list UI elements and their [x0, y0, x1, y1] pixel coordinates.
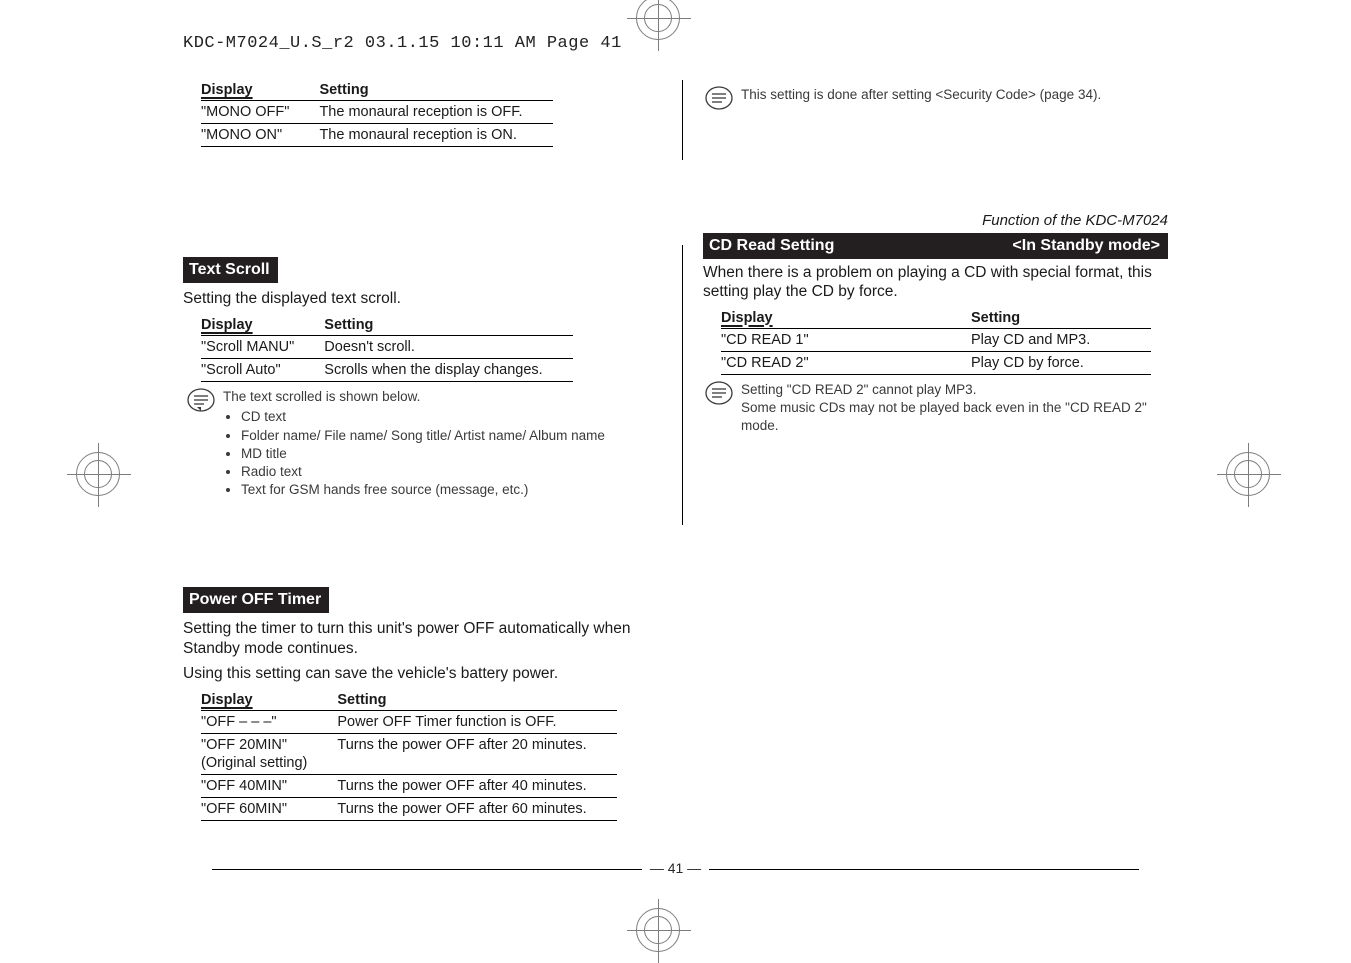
note-item: MD title: [241, 445, 605, 463]
table-header: Display: [721, 308, 971, 329]
note-item: Radio text: [241, 463, 605, 481]
crop-mark-left: [76, 452, 120, 496]
crop-mark-top: [636, 0, 680, 40]
cd-read-intro: When there is a problem on playing a CD …: [703, 263, 1168, 302]
table-header: Setting: [337, 690, 616, 711]
section-title-left: CD Read Setting: [709, 236, 834, 256]
column-divider-top: [682, 80, 683, 160]
table-cell: Power OFF Timer function is OFF.: [337, 710, 616, 733]
note-item: Folder name/ File name/ Song title/ Arti…: [241, 427, 605, 445]
section-title-text-scroll: Text Scroll: [183, 257, 278, 283]
table-cell: "OFF 60MIN": [201, 798, 337, 821]
mono-block: Display Setting "MONO OFF"The monaural r…: [183, 80, 648, 147]
crop-mark-right: [1226, 452, 1270, 496]
table-cell: "Scroll Auto": [201, 359, 324, 382]
text-scroll-intro: Setting the displayed text scroll.: [183, 289, 648, 308]
text-scroll-table: Display Setting "Scroll MANU"Doesn't scr…: [201, 315, 573, 382]
left-column: Display Setting "MONO OFF"The monaural r…: [183, 80, 648, 849]
security-note: This setting is done after setting <Secu…: [705, 86, 1168, 110]
note-item: CD text: [241, 408, 605, 426]
text-scroll-block: Text Scroll Setting the displayed text s…: [183, 257, 648, 499]
note-lead: The text scrolled is shown below.: [223, 389, 420, 404]
section-title-cd-read: CD Read Setting <In Standby mode>: [703, 233, 1168, 259]
table-cell: "Scroll MANU": [201, 335, 324, 358]
table-header: Display: [201, 690, 337, 711]
table-header: Display: [201, 315, 324, 336]
table-header: Display: [201, 80, 319, 101]
table-cell: The monaural reception is OFF.: [319, 101, 552, 124]
note-line: Setting "CD READ 2" cannot play MP3.: [741, 381, 1168, 399]
table-cell: Scrolls when the display changes.: [324, 359, 572, 382]
table-header: Setting: [319, 80, 552, 101]
cd-read-block: Function of the KDC-M7024 CD Read Settin…: [703, 212, 1168, 436]
note-item: Text for GSM hands free source (message,…: [241, 481, 605, 499]
note-body: Setting "CD READ 2" cannot play MP3. Som…: [741, 381, 1168, 436]
cd-read-note: Setting "CD READ 2" cannot play MP3. Som…: [705, 381, 1168, 436]
table-cell: "CD READ 2": [721, 351, 971, 374]
text-scroll-note: The text scrolled is shown below. CD tex…: [187, 388, 648, 499]
table-cell: "MONO ON": [201, 124, 319, 147]
power-off-table: Display Setting "OFF – – –"Power OFF Tim…: [201, 690, 617, 822]
table-cell: Turns the power OFF after 60 minutes.: [337, 798, 616, 821]
power-off-intro2: Using this setting can save the vehicle'…: [183, 664, 648, 683]
table-cell: Turns the power OFF after 40 minutes.: [337, 775, 616, 798]
note-icon: [705, 381, 733, 436]
table-cell: "OFF 40MIN": [201, 775, 337, 798]
table-cell: Doesn't scroll.: [324, 335, 572, 358]
page-content: Display Setting "MONO OFF"The monaural r…: [183, 80, 1168, 840]
function-of-label: Function of the KDC-M7024: [703, 212, 1168, 231]
power-off-intro1: Setting the timer to turn this unit's po…: [183, 619, 648, 658]
page-number-bar: — 41 —: [183, 860, 1168, 876]
table-cell: Play CD by force.: [971, 351, 1151, 374]
crop-mark-bottom: [636, 908, 680, 952]
right-column: This setting is done after setting <Secu…: [703, 80, 1168, 464]
power-off-block: Power OFF Timer Setting the timer to tur…: [183, 587, 648, 821]
table-cell: The monaural reception is ON.: [319, 124, 552, 147]
note-icon: [705, 86, 733, 110]
note-line: Some music CDs may not be played back ev…: [741, 399, 1168, 435]
table-cell: "MONO OFF": [201, 101, 319, 124]
table-cell: "CD READ 1": [721, 328, 971, 351]
table-cell: Play CD and MP3.: [971, 328, 1151, 351]
note-text: This setting is done after setting <Secu…: [741, 86, 1101, 110]
table-cell: Turns the power OFF after 20 minutes.: [337, 733, 616, 774]
note-icon: [187, 388, 215, 499]
note-body: The text scrolled is shown below. CD tex…: [223, 388, 605, 499]
column-divider-mid: [682, 245, 683, 525]
section-title-right: <In Standby mode>: [1012, 236, 1160, 256]
mono-table: Display Setting "MONO OFF"The monaural r…: [201, 80, 553, 147]
table-header: Setting: [324, 315, 572, 336]
table-header: Setting: [971, 308, 1151, 329]
section-title-power-off: Power OFF Timer: [183, 587, 329, 613]
table-cell: "OFF – – –": [201, 710, 337, 733]
page-number: 41: [668, 860, 684, 876]
running-head: KDC-M7024_U.S_r2 03.1.15 10:11 AM Page 4…: [183, 34, 622, 53]
table-cell: "OFF 20MIN" (Original setting): [201, 733, 337, 774]
cd-read-table: Display Setting "CD READ 1"Play CD and M…: [721, 308, 1151, 375]
